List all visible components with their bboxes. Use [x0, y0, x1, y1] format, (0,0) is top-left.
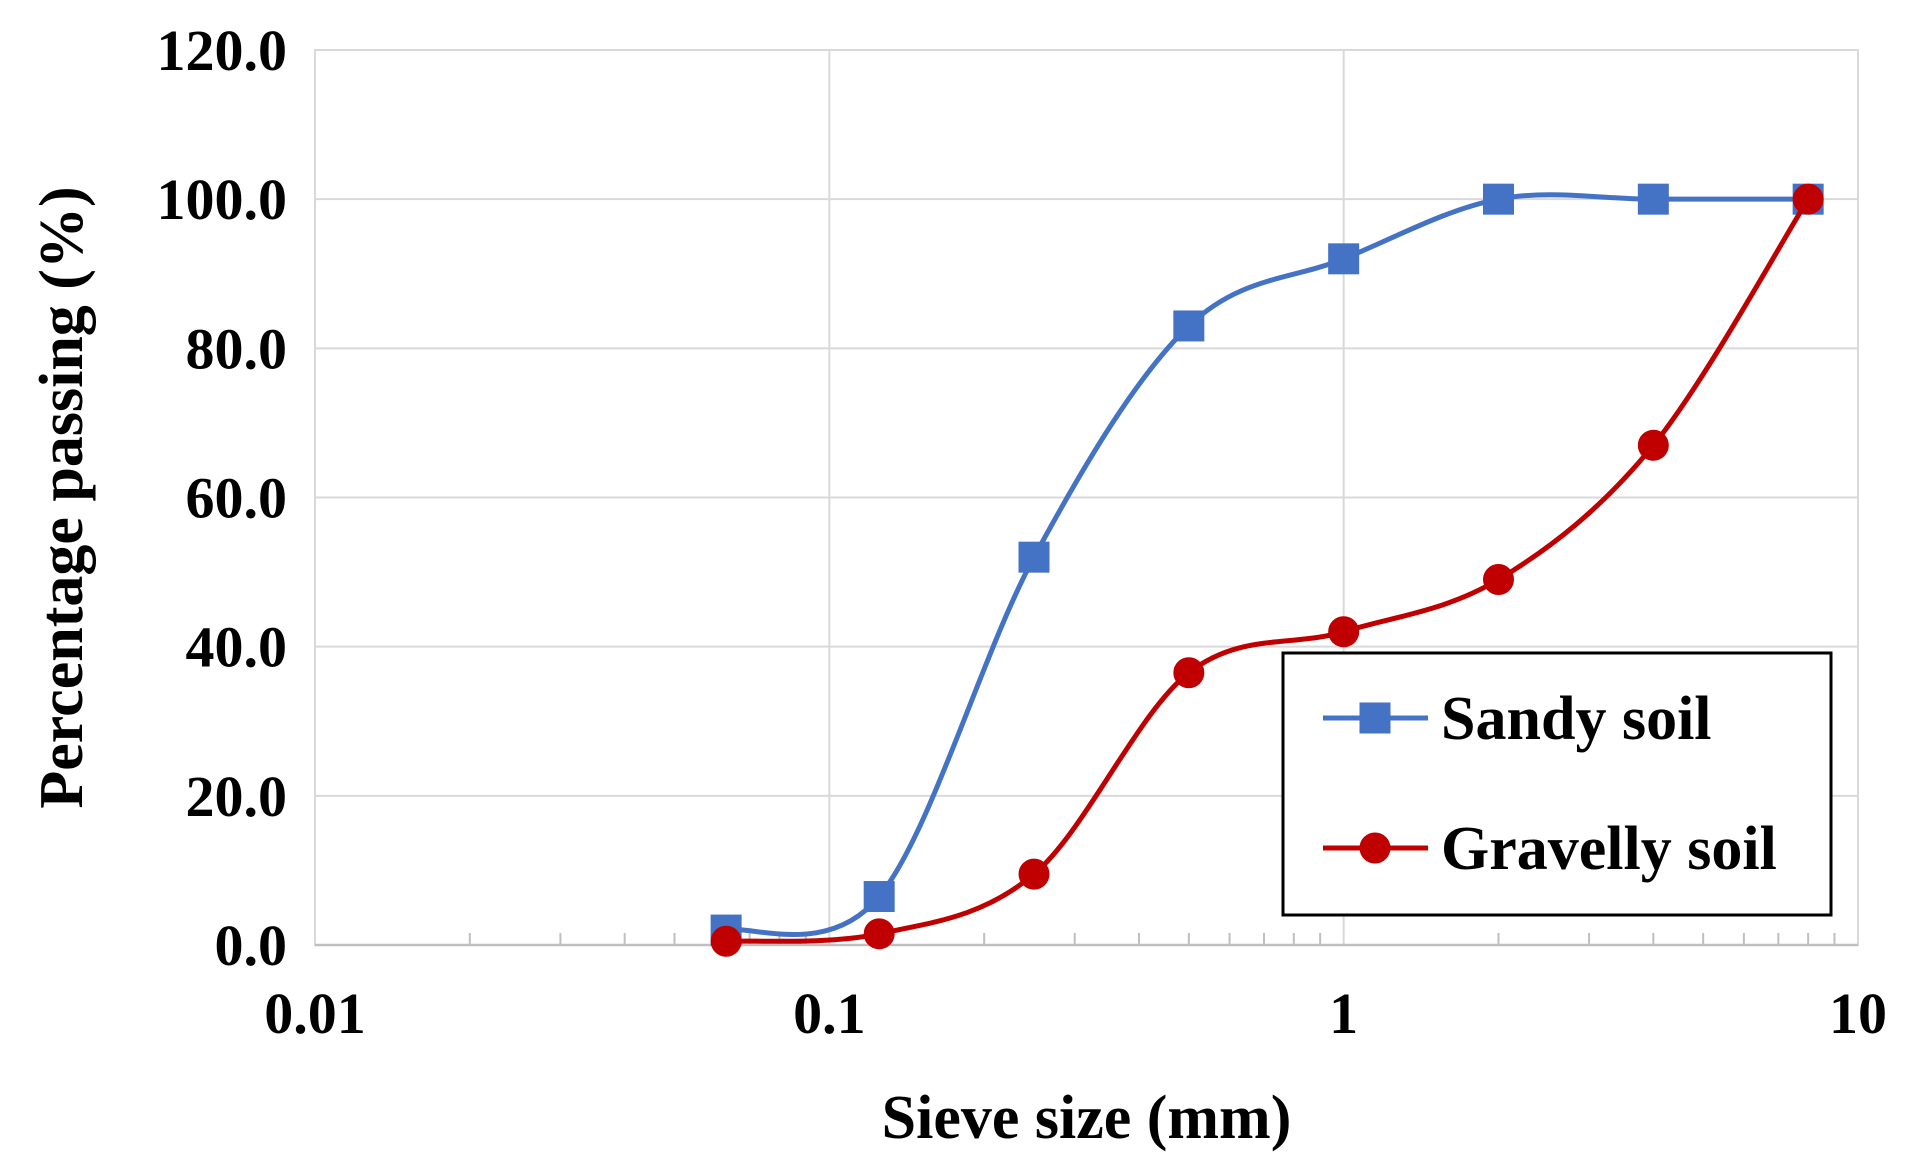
legend-label: Sandy soil [1441, 685, 1712, 753]
legend-swatch-marker [1359, 832, 1391, 864]
y-axis-title: Percentage passing (%) [28, 186, 96, 808]
data-point [1328, 616, 1360, 648]
data-point [1173, 310, 1205, 342]
data-point [710, 925, 742, 957]
legend-swatch-marker [1359, 702, 1391, 734]
legend-box [1281, 651, 1833, 917]
y-tick-label: 80.0 [186, 316, 288, 381]
x-tick-label: 1 [1329, 981, 1358, 1046]
axes: 0.0 20.0 40.0 60.0 80.0 100.0 120.0 0.01 0.1 1 10 [157, 18, 1888, 1046]
data-point [1792, 183, 1824, 215]
y-tick-label: 0.0 [215, 913, 288, 978]
x-tick-label: 0.1 [793, 981, 866, 1046]
y-tick-label: 40.0 [186, 615, 288, 680]
x-tick-label: 10 [1829, 981, 1887, 1046]
data-point [863, 918, 895, 950]
data-point [1018, 541, 1050, 573]
y-tick-label: 20.0 [186, 764, 288, 829]
data-point [1637, 183, 1669, 215]
data-point [1328, 243, 1360, 275]
legend-label: Gravelly soil [1441, 815, 1777, 883]
data-point [1482, 564, 1514, 596]
data-point [1482, 183, 1514, 215]
legend: Sandy soil Gravelly soil [1281, 651, 1833, 917]
x-axis-title: Sieve size (mm) [882, 1084, 1292, 1152]
series-group [710, 183, 1824, 957]
legend-item: Gravelly soil [1323, 815, 1777, 883]
data-point [863, 881, 895, 913]
data-point [1637, 429, 1669, 461]
series-gravelly-soil [710, 183, 1824, 957]
y-tick-label: 60.0 [186, 466, 288, 531]
legend-item: Sandy soil [1323, 685, 1712, 753]
data-point [1173, 657, 1205, 689]
x-tick-label: 0.01 [264, 981, 366, 1046]
y-tick-label: 120.0 [157, 18, 288, 83]
data-point [1018, 858, 1050, 890]
y-tick-label: 100.0 [157, 167, 288, 232]
